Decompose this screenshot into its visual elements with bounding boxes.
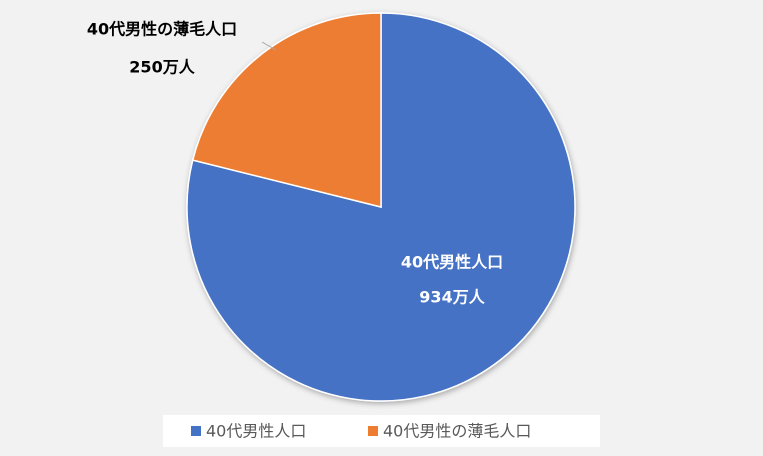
- data-label-category: 40代男性の薄毛人口: [87, 20, 237, 39]
- pie-slice: [186, 12, 576, 402]
- pie: [186, 12, 576, 402]
- legend: [163, 415, 600, 447]
- legend-label: 40代男性の薄毛人口: [383, 422, 531, 441]
- leader-line: [261, 41, 277, 51]
- legend-swatch: [191, 426, 201, 436]
- legend-label: 40代男性人口: [206, 422, 306, 441]
- data-label-category: 40代男性人口: [401, 253, 503, 272]
- pie-slice: [191, 12, 382, 208]
- data-label-value: 250万人: [129, 58, 195, 77]
- data-label-value: 934万人: [419, 288, 485, 307]
- legend-swatch: [368, 426, 378, 436]
